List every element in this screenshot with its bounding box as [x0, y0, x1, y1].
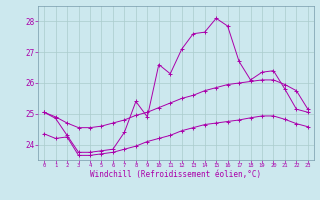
X-axis label: Windchill (Refroidissement éolien,°C): Windchill (Refroidissement éolien,°C) — [91, 170, 261, 179]
